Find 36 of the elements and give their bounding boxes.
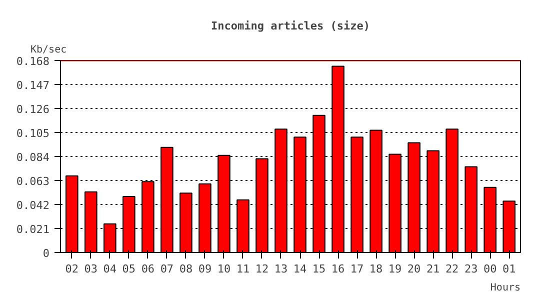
y-tick-label: 0.084 <box>16 151 50 164</box>
x-tick-label: 01 <box>502 262 516 276</box>
chart-title: Incoming articles (size) <box>211 20 370 32</box>
x-tick-label: 21 <box>426 262 440 276</box>
x-tick-label: 16 <box>331 262 345 276</box>
x-tick-label: 14 <box>293 262 308 276</box>
y-tick-label: 0.105 <box>16 127 50 140</box>
x-tick-label: 05 <box>122 262 136 276</box>
x-tick-label: 15 <box>312 262 326 276</box>
x-axis-title: Hours <box>490 282 521 294</box>
x-tick-label: 17 <box>350 262 364 276</box>
x-tick-label: 11 <box>236 262 250 276</box>
x-tick-label: 04 <box>103 262 117 276</box>
y-tick-label: 0.063 <box>16 175 50 188</box>
x-tick-label: 19 <box>388 262 402 276</box>
y-tick-label: 0.147 <box>16 79 50 92</box>
y-tick-label: 0.021 <box>16 223 50 236</box>
y-tick-label: 0.168 <box>16 55 50 68</box>
x-tick-label: 20 <box>407 262 421 276</box>
x-tick-label: 12 <box>255 262 269 276</box>
y-tick-label: 0 <box>42 247 50 260</box>
x-tick-label: 09 <box>198 262 212 276</box>
y-tick-label: 0.042 <box>16 199 50 212</box>
x-tick-label: 06 <box>141 262 155 276</box>
x-tick-label: 08 <box>179 262 193 276</box>
x-tick-label: 00 <box>483 262 497 276</box>
x-tick-label: 03 <box>84 262 98 276</box>
x-tick-label: 02 <box>65 262 79 276</box>
x-tick-label: 10 <box>217 262 231 276</box>
y-tick-label: 0.126 <box>16 103 50 116</box>
x-tick-label: 18 <box>369 262 383 276</box>
x-tick-label: 13 <box>274 262 288 276</box>
x-tick-label: 22 <box>445 262 459 276</box>
y-axis-title: Kb/sec <box>30 44 67 56</box>
x-tick-label: 23 <box>464 262 478 276</box>
x-tick-label: 07 <box>160 262 174 276</box>
